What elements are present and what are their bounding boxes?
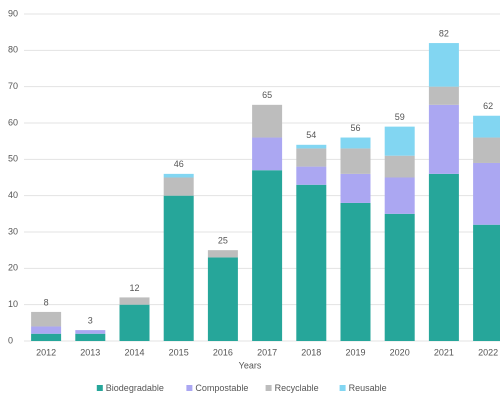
total-label: 25	[218, 236, 228, 246]
legend-swatch	[96, 385, 103, 391]
bar-segment	[473, 224, 500, 341]
x-tick-label: 2022	[478, 347, 498, 357]
total-label: 46	[174, 159, 184, 169]
bar-segment	[75, 333, 106, 341]
y-tick-label: 20	[8, 263, 18, 273]
y-tick-label: 0	[8, 335, 13, 345]
y-tick-label: 60	[8, 117, 18, 127]
bar-segment	[428, 104, 459, 174]
bar-segment	[163, 173, 194, 178]
bar-segment	[428, 173, 459, 341]
x-tick-label: 2019	[345, 347, 365, 357]
bar-segment	[252, 104, 283, 138]
bar-segment	[384, 213, 415, 341]
bar-segment	[31, 326, 62, 334]
y-tick-label: 90	[8, 8, 18, 18]
x-tick-label: 2016	[213, 347, 233, 357]
bar-segment	[473, 115, 500, 138]
x-tick-label: 2014	[124, 347, 144, 357]
bar-segment	[340, 148, 371, 174]
bar-segment	[473, 162, 500, 225]
bar-segment	[163, 195, 194, 341]
legend-label: Compostable	[195, 383, 248, 393]
y-tick-label: 50	[8, 154, 18, 164]
bar-segment	[428, 43, 459, 87]
x-tick-label: 2012	[36, 347, 56, 357]
total-label: 8	[44, 297, 49, 307]
bar-segment	[384, 155, 415, 178]
total-label: 59	[395, 112, 405, 122]
y-tick-label: 30	[8, 226, 18, 236]
bar-segment	[31, 333, 62, 341]
bar-segment	[207, 257, 238, 341]
x-tick-label: 2021	[434, 347, 454, 357]
bar-segment	[340, 202, 371, 341]
legend-label: Recyclable	[275, 383, 319, 393]
total-label: 12	[129, 283, 139, 293]
bar-segment	[428, 86, 459, 105]
x-tick-label: 2018	[301, 347, 321, 357]
bar-segment	[31, 311, 62, 327]
bar-segment	[384, 177, 415, 214]
x-axis-label: Years	[239, 360, 262, 370]
bar-segment	[75, 330, 106, 334]
bar-segment	[296, 166, 327, 185]
bar-segment	[119, 297, 150, 305]
y-tick-label: 40	[8, 190, 18, 200]
total-label: 65	[262, 90, 272, 100]
bar-segment	[252, 170, 283, 341]
bar-segment	[340, 137, 371, 149]
total-label: 62	[483, 101, 493, 111]
bar-segment	[207, 250, 238, 258]
y-tick-label: 70	[8, 81, 18, 91]
x-tick-label: 2013	[80, 347, 100, 357]
y-tick-label: 10	[8, 299, 18, 309]
y-tick-label: 80	[8, 45, 18, 55]
bar-segment	[119, 304, 150, 341]
bar-segment	[296, 144, 327, 149]
bar-segment	[384, 126, 415, 156]
total-label: 54	[306, 130, 316, 140]
bar-segment	[296, 184, 327, 341]
bar-segment	[473, 137, 500, 163]
legend-swatch	[265, 385, 272, 391]
total-label: 56	[350, 123, 360, 133]
legend-label: Biodegradable	[106, 383, 164, 393]
x-tick-label: 2017	[257, 347, 277, 357]
legend-label: Reusable	[349, 383, 387, 393]
total-label: 3	[88, 315, 93, 325]
bar-segment	[296, 148, 327, 167]
total-label: 82	[439, 28, 449, 38]
x-tick-label: 2015	[169, 347, 189, 357]
legend-swatch	[339, 385, 346, 391]
bar-segment	[340, 173, 371, 203]
bar-segment	[252, 137, 283, 171]
bar-segment	[163, 177, 194, 196]
x-tick-label: 2020	[390, 347, 410, 357]
legend-swatch	[186, 385, 193, 391]
